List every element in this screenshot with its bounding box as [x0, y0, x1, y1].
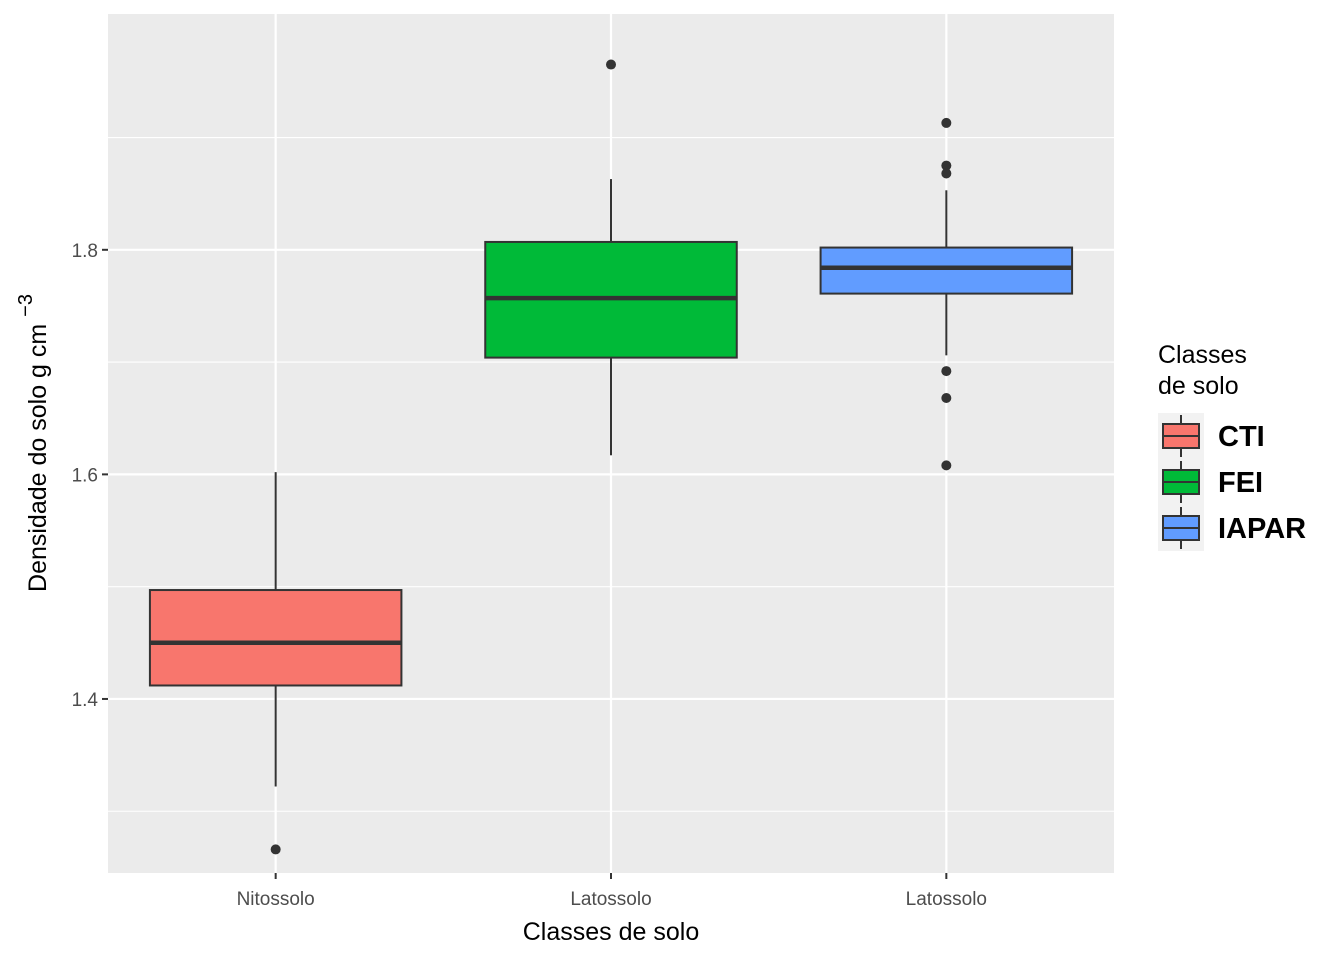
legend-title-line-1: Classes [1158, 341, 1247, 369]
box-cti [148, 472, 403, 855]
legend-label: IAPAR [1218, 513, 1306, 545]
legend-key-iapar: IAPAR [1158, 505, 1306, 551]
legend-label: FEI [1218, 467, 1263, 499]
y-axis-title: Densidade do solo g cm −3 [15, 294, 52, 592]
outlier-point [941, 460, 952, 471]
x-axis-title: Classes de solo [523, 918, 699, 946]
x-tick-label: Latossolo [570, 889, 651, 910]
legend-keys: CTI FEI IAPAR [1158, 413, 1306, 551]
y-axis: 1.4 1.6 1.8 [72, 241, 108, 711]
outlier-point [941, 160, 952, 171]
outlier-point [941, 117, 952, 128]
legend-title-line-2: de solo [1158, 372, 1239, 400]
outlier-point [941, 366, 952, 377]
y-axis-title-main: Densidade do solo g cm [24, 324, 52, 592]
y-tick-label: 1.8 [72, 241, 98, 262]
box-iapar [819, 117, 1074, 471]
svg-text:Densidade do solo g cm −: Densidade do solo g cm −3 [15, 294, 52, 592]
box-iqr [148, 589, 403, 687]
y-axis-title-superscript: −3 [15, 294, 37, 317]
legend-key-fei: FEI [1158, 459, 1263, 505]
outlier-point [270, 844, 281, 855]
x-tick-label: Latossolo [906, 889, 987, 910]
outlier-point [941, 393, 952, 404]
x-axis: Nitossolo Latossolo Latossolo [237, 873, 987, 910]
x-tick-label: Nitossolo [237, 889, 315, 910]
box-iqr [819, 246, 1074, 295]
legend: Classes de solo CTI FEI IAPAR [1158, 341, 1306, 551]
outlier-point [606, 59, 616, 70]
legend-label: CTI [1218, 421, 1265, 453]
box-fei [484, 59, 738, 456]
y-tick-label: 1.6 [72, 465, 98, 486]
legend-key-cti: CTI [1158, 413, 1265, 459]
outlier-point [941, 168, 952, 179]
y-tick-label: 1.4 [72, 690, 99, 711]
boxes [148, 59, 1074, 855]
